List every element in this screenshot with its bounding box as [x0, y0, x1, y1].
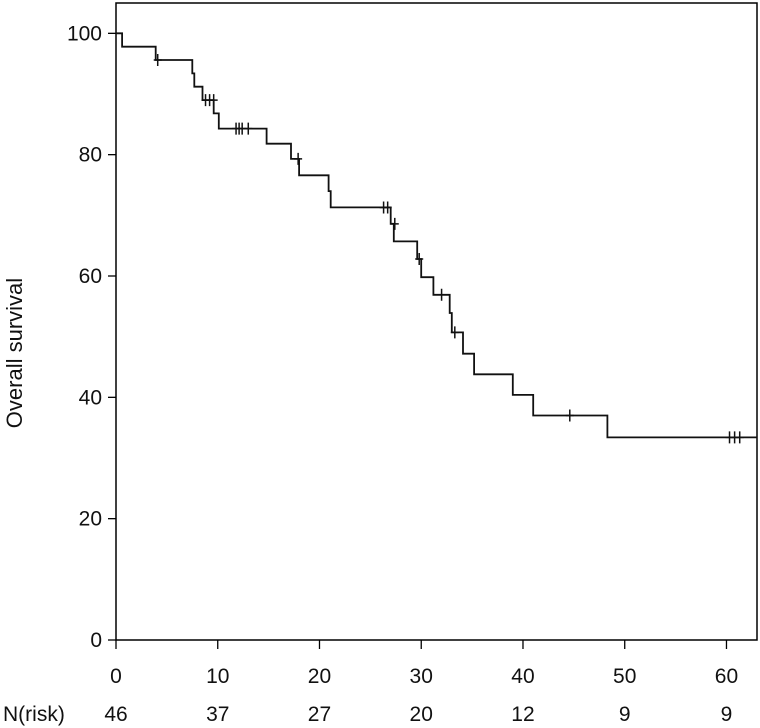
censor-marks [153, 54, 744, 444]
risk-value-60: 9 [721, 703, 733, 726]
risk-value-10: 37 [206, 703, 229, 726]
x-tick-label-20: 20 [308, 665, 331, 688]
censor-mark [437, 288, 446, 301]
risk-value-40: 12 [511, 703, 534, 726]
censor-mark [565, 409, 574, 422]
censor-mark [244, 122, 253, 135]
x-axis: 0 10 20 30 40 50 60 [110, 640, 738, 688]
x-tick-label-40: 40 [511, 665, 534, 688]
y-tick-label-100: 100 [67, 22, 102, 45]
censor-mark [415, 253, 424, 266]
censor-mark [153, 54, 162, 67]
censor-mark [735, 431, 744, 444]
y-axis-title: Overall survival [2, 278, 27, 428]
survival-curve-line [116, 32, 757, 439]
x-tick-label-30: 30 [410, 665, 433, 688]
y-tick-label-40: 40 [79, 386, 102, 409]
plot-frame [115, 2, 758, 641]
censor-mark [390, 217, 399, 230]
risk-value-30: 20 [410, 703, 433, 726]
risk-value-0: 46 [104, 703, 127, 726]
x-tick-label-0: 0 [110, 665, 122, 688]
x-tick-label-60: 60 [715, 665, 738, 688]
y-tick-label-60: 60 [79, 265, 102, 288]
risk-value-20: 27 [308, 703, 331, 726]
x-tick-label-50: 50 [613, 665, 636, 688]
censor-mark [294, 152, 303, 165]
y-axis: 0 20 40 60 80 100 [67, 22, 116, 652]
censor-mark [383, 201, 392, 214]
y-tick-label-20: 20 [79, 508, 102, 531]
y-tick-label-80: 80 [79, 144, 102, 167]
censor-mark [450, 326, 459, 339]
risk-table-values: 46 37 27 20 12 9 9 [104, 703, 732, 726]
risk-table-label: N(risk) [3, 703, 65, 726]
risk-value-50: 9 [619, 703, 631, 726]
censor-mark [209, 94, 218, 107]
x-tick-label-10: 10 [206, 665, 229, 688]
y-tick-label-0: 0 [90, 629, 102, 652]
